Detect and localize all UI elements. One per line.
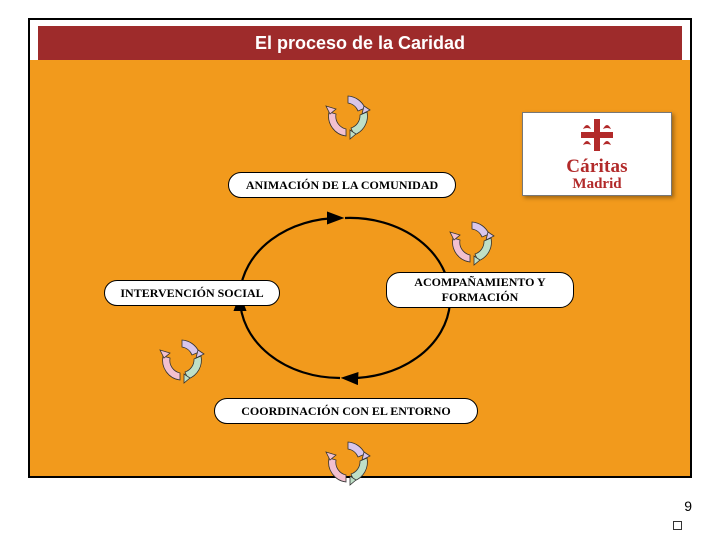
recycle-icon	[158, 336, 206, 384]
node-left-label: INTERVENCIÓN SOCIAL	[120, 286, 263, 301]
page-title: El proceso de la Caridad	[255, 33, 465, 54]
title-bar: El proceso de la Caridad	[38, 26, 682, 60]
node-bottom: COORDINACIÓN CON EL ENTORNO	[214, 398, 478, 424]
caritas-cross-flames-icon	[577, 115, 617, 155]
recycle-icon	[324, 438, 372, 486]
node-bottom-label: COORDINACIÓN CON EL ENTORNO	[241, 404, 450, 419]
recycle-icon	[448, 218, 496, 266]
page-number: 9	[684, 498, 692, 514]
logo-line1: Cáritas	[566, 157, 628, 177]
logo-text: Cáritas Madrid	[566, 157, 628, 193]
content-panel: ANIMACIÓN DE LA COMUNIDAD INTERVENCIÓN S…	[30, 60, 690, 476]
slide: ANIMACIÓN DE LA COMUNIDAD INTERVENCIÓN S…	[0, 0, 720, 540]
logo-line2: Madrid	[566, 177, 628, 193]
logo-caritas: Cáritas Madrid	[522, 112, 672, 196]
node-top: ANIMACIÓN DE LA COMUNIDAD	[228, 172, 456, 198]
footer-square-icon	[673, 521, 682, 530]
node-top-label: ANIMACIÓN DE LA COMUNIDAD	[246, 178, 438, 193]
node-right: ACOMPAÑAMIENTO Y FORMACIÓN	[386, 272, 574, 308]
node-left: INTERVENCIÓN SOCIAL	[104, 280, 280, 306]
recycle-icon	[324, 92, 372, 140]
node-right-label: ACOMPAÑAMIENTO Y FORMACIÓN	[397, 275, 563, 305]
